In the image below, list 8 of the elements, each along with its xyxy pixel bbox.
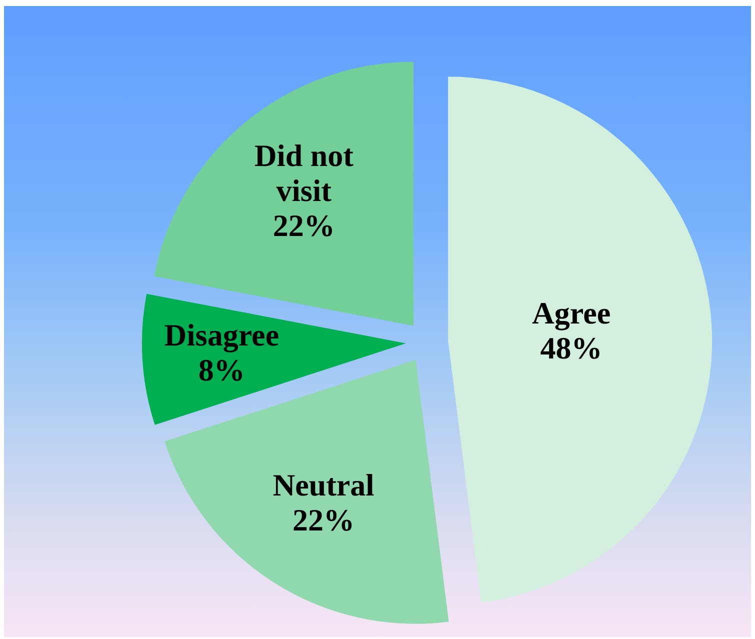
slice-label: Disagree xyxy=(164,317,280,352)
slice-label: Neutral xyxy=(272,468,375,503)
slice-label: Did not visit xyxy=(254,138,354,208)
slice-label: Agree xyxy=(532,295,611,330)
data-label: 8% xyxy=(198,352,245,388)
data-label: 48% xyxy=(540,330,602,366)
data-label: 22% xyxy=(292,502,354,538)
data-label: 22% xyxy=(272,208,335,244)
